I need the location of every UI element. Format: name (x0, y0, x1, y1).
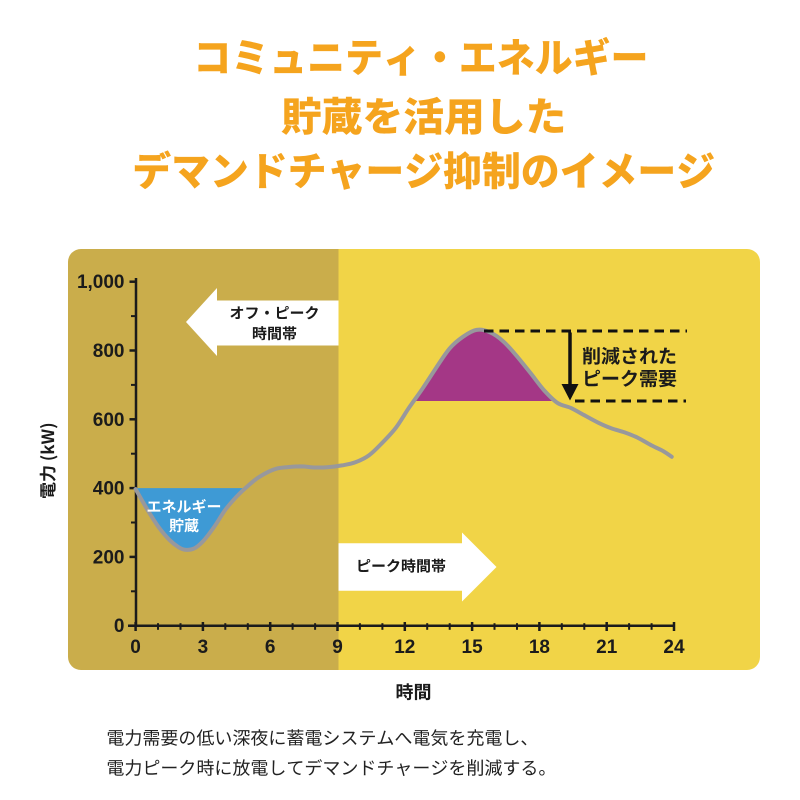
svg-text:18: 18 (529, 637, 550, 658)
svg-text:800: 800 (93, 341, 125, 362)
svg-text:0: 0 (130, 637, 141, 658)
svg-text:0: 0 (114, 616, 125, 637)
svg-text:600: 600 (93, 410, 125, 431)
svg-text:1,000: 1,000 (77, 272, 125, 293)
svg-text:9: 9 (332, 637, 343, 658)
svg-text:200: 200 (93, 547, 125, 568)
svg-text:21: 21 (596, 637, 618, 658)
svg-text:400: 400 (93, 479, 125, 500)
svg-text:6: 6 (265, 637, 276, 658)
svg-text:12: 12 (394, 637, 415, 658)
svg-text:24: 24 (663, 637, 685, 658)
svg-text:15: 15 (462, 637, 484, 658)
svg-text:3: 3 (198, 637, 209, 658)
